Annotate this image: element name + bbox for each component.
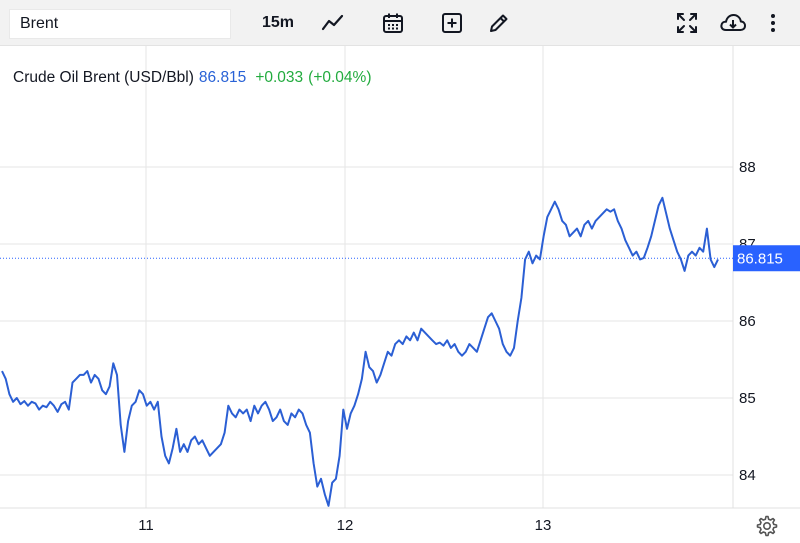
- series-line: [1, 196, 719, 507]
- y-tick-label: 86: [739, 313, 756, 330]
- x-tick-label: 13: [535, 517, 552, 534]
- chart-toolbar: 15m: [0, 0, 800, 46]
- legend-price: 86.815: [198, 69, 247, 86]
- more-options-button[interactable]: [758, 8, 788, 38]
- gear-icon: [756, 515, 778, 537]
- x-tick-label: 11: [138, 517, 154, 534]
- symbol-search-input[interactable]: [9, 9, 231, 39]
- calendar-icon: [383, 13, 403, 33]
- chart-legend: Crude Oil Brent (USD/Bbl) 86.815 +0.033 …: [13, 69, 371, 87]
- interval-button[interactable]: 15m: [261, 14, 295, 31]
- drawing-tool-button[interactable]: [484, 8, 514, 38]
- fullscreen-icon: [677, 13, 697, 33]
- download-button[interactable]: [718, 8, 748, 38]
- add-indicator-button[interactable]: [437, 8, 467, 38]
- date-range-button[interactable]: [378, 8, 408, 38]
- cloud-download-icon: [720, 14, 746, 31]
- pencil-icon: [490, 14, 508, 32]
- current-price-label: 86.815: [733, 245, 800, 272]
- current-price-label-text: 86.815: [737, 251, 783, 268]
- instrument-name: Crude Oil Brent (USD/Bbl): [13, 69, 194, 86]
- y-tick-label: 88: [739, 159, 756, 176]
- line-chart-icon: [321, 14, 344, 31]
- legend-change: +0.033: [255, 69, 304, 86]
- x-tick-label: 12: [337, 517, 354, 534]
- y-tick-label: 85: [739, 390, 756, 407]
- plus-square-icon: [442, 13, 462, 33]
- chart-settings-button[interactable]: [755, 514, 779, 538]
- more-vertical-icon: [771, 14, 775, 32]
- legend-change-percent: (+0.04%): [308, 69, 372, 86]
- chart-type-button[interactable]: [318, 8, 348, 38]
- y-tick-label: 84: [739, 467, 756, 484]
- fullscreen-button[interactable]: [672, 8, 702, 38]
- current-price-label-bg: [733, 245, 800, 272]
